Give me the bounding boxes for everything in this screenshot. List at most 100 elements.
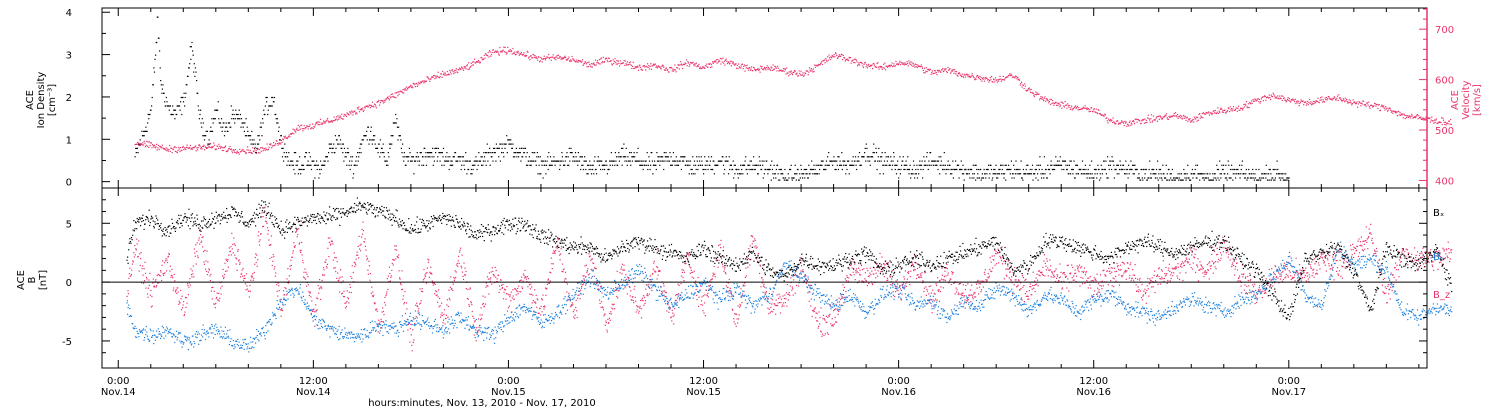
data-point [307,275,309,278]
data-point [294,245,296,247]
data-point [311,300,313,302]
data-point [990,79,992,81]
data-point [1279,95,1281,97]
data-point [493,275,495,277]
data-point [362,139,364,141]
data-point [1146,179,1148,181]
data-point [571,302,573,304]
data-point [180,147,182,149]
velocity-points [134,46,1452,155]
data-point [1386,107,1388,109]
data-point [362,221,364,223]
data-point [203,135,205,137]
data-point [151,295,153,298]
data-point [201,148,203,150]
data-point [386,97,388,99]
data-point [1253,100,1255,102]
data-point [297,173,299,175]
data-point [522,156,524,158]
data-point [905,63,907,65]
data-point [391,262,393,264]
data-point [1059,164,1061,166]
data-point [225,126,227,128]
data-point [559,254,561,256]
data-point [353,173,355,175]
data-point [680,63,682,65]
data-point [321,123,323,125]
data-point [983,168,985,171]
data-point [983,76,985,79]
data-point [1085,173,1088,175]
data-point [175,290,177,292]
data-point [258,149,260,151]
data-point [309,292,311,294]
data-point [431,280,433,282]
data-point [740,173,742,175]
data-point [1228,177,1230,179]
data-point [988,177,990,179]
data-point [449,69,451,71]
data-point [416,302,418,304]
data-point [1025,89,1027,92]
data-point [939,164,941,166]
data-point [826,61,828,63]
data-point [1197,119,1199,121]
data-point [370,104,372,106]
data-point [442,70,444,72]
data-point [657,156,659,158]
data-point [647,66,649,69]
data-point [766,160,768,162]
data-point [294,173,296,175]
data-point [1263,95,1265,98]
data-point [257,135,259,137]
data-point [458,156,461,158]
data-point [356,251,358,253]
data-point [1191,173,1193,175]
data-point [456,264,458,266]
data-point [581,156,583,158]
data-point [671,67,673,69]
data-point [258,240,260,243]
data-point [361,228,363,230]
data-point [264,220,267,222]
data-point [598,59,600,61]
data-point [899,156,901,158]
data-point [1169,173,1171,175]
data-point [455,276,457,278]
data-point [1228,108,1230,110]
data-point [490,271,492,273]
data-point [498,147,500,149]
data-point [776,164,779,166]
data-point [1407,115,1409,117]
data-point [568,147,570,149]
data-point [774,173,776,175]
data-point [388,143,391,145]
data-point [1254,177,1257,179]
data-point [628,61,630,64]
data-point [1229,177,1231,179]
data-point [382,307,384,309]
data-point [528,156,530,158]
data-point [576,61,578,63]
data-point [575,61,577,63]
data-point [684,64,686,66]
data-point [193,146,195,149]
data-point [575,306,577,309]
data-point [1068,173,1070,175]
data-point [775,67,777,69]
data-point [336,277,338,279]
data-point [828,54,830,56]
data-point [984,78,986,80]
data-point [234,118,236,120]
data-point [389,280,391,282]
data-point [529,293,531,295]
data-point [176,151,178,154]
data-point [550,56,552,58]
data-point [1041,168,1043,171]
data-point [541,299,544,301]
data-point [859,61,861,63]
data-point [423,277,426,279]
data-point [569,60,571,62]
data-point [1258,168,1260,171]
data-point [918,66,920,68]
